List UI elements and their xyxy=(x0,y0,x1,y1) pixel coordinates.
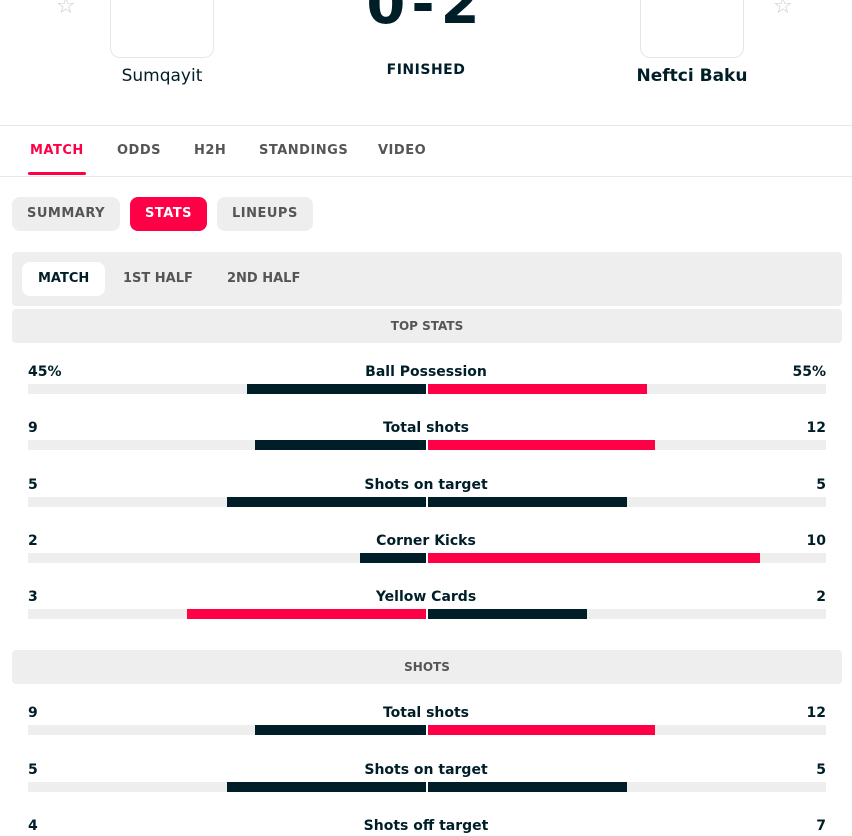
stat-home: 9 xyxy=(28,705,38,722)
nav-tab[interactable]: ODDS xyxy=(117,143,161,158)
stat-name: Shots on target xyxy=(364,761,488,778)
period-tab[interactable]: 2ND HALF xyxy=(227,271,301,286)
home-bar xyxy=(227,496,426,507)
away-bar xyxy=(428,725,656,736)
period-tab[interactable]: 1ST HALF xyxy=(123,271,193,286)
stat-away: 5 xyxy=(816,761,826,778)
stat-home: 9 xyxy=(28,420,38,437)
bar-track xyxy=(428,496,826,507)
stat-name: Total shots xyxy=(382,705,470,722)
bar-track xyxy=(28,440,426,451)
stat-away: 12 xyxy=(806,705,826,722)
bar-track xyxy=(428,609,826,620)
team-logo[interactable] xyxy=(640,0,744,58)
divider xyxy=(0,176,852,177)
stat-away: 10 xyxy=(806,532,826,549)
period-tab[interactable]: MATCH xyxy=(22,262,106,296)
team-logo[interactable] xyxy=(110,0,214,58)
stat-name: Shots on target xyxy=(364,476,488,493)
home-bar xyxy=(255,725,426,736)
bar-track xyxy=(428,781,826,792)
away-bar xyxy=(428,496,627,507)
section-header: SHOTS xyxy=(12,650,842,685)
stat-home: 3 xyxy=(28,589,38,606)
away-bar xyxy=(428,609,588,620)
tab-underline xyxy=(28,172,86,175)
home-team[interactable]: Sumqayit xyxy=(121,66,203,86)
divider xyxy=(0,125,852,126)
favorite-star[interactable]: ☆ xyxy=(773,0,793,19)
away-bar xyxy=(428,552,760,563)
stat-away: 2 xyxy=(816,589,826,606)
stat-name: Ball Possession xyxy=(365,364,487,380)
match-status: FINISHED xyxy=(386,62,466,78)
period-bar xyxy=(12,252,842,306)
score: 0-2 xyxy=(366,0,486,37)
bar-track xyxy=(28,384,426,394)
stat-home: 2 xyxy=(28,532,38,549)
stat-home: 45% xyxy=(28,364,62,380)
stat-away: 12 xyxy=(806,420,826,437)
stat-name: Shots off target xyxy=(363,817,489,834)
stats-pill[interactable]: LINEUPS xyxy=(217,197,313,231)
bar-track xyxy=(28,725,426,736)
stats-pill[interactable]: STATS xyxy=(130,197,208,231)
away-bar xyxy=(428,384,647,394)
section-header: TOP STATS xyxy=(12,309,842,343)
away-bar xyxy=(428,440,656,451)
away-bar xyxy=(428,781,627,792)
stat-away: 5 xyxy=(816,476,826,493)
stat-name: Total shots xyxy=(382,420,470,437)
nav-tab[interactable]: VIDEO xyxy=(378,143,427,158)
stats-pill[interactable]: SUMMARY xyxy=(12,197,121,231)
stat-away: 55% xyxy=(792,364,826,380)
away-team[interactable]: Neftci Baku xyxy=(636,66,748,86)
bar-track xyxy=(28,552,426,563)
stat-name: Corner Kicks xyxy=(376,532,476,549)
stat-away: 7 xyxy=(816,817,826,834)
home-bar xyxy=(187,609,426,620)
nav-tab[interactable]: MATCH xyxy=(30,143,84,158)
stat-home: 4 xyxy=(28,817,38,834)
stat-home: 5 xyxy=(28,761,38,778)
home-bar xyxy=(359,552,426,563)
stat-home: 5 xyxy=(28,476,38,493)
home-bar xyxy=(255,440,426,451)
home-bar xyxy=(246,384,426,394)
nav-tab[interactable]: STANDINGS xyxy=(259,143,349,158)
stat-name: Yellow Cards xyxy=(375,589,477,606)
favorite-star[interactable]: ☆ xyxy=(56,0,76,19)
nav-tab[interactable]: H2H xyxy=(194,143,227,158)
home-bar xyxy=(227,781,426,792)
